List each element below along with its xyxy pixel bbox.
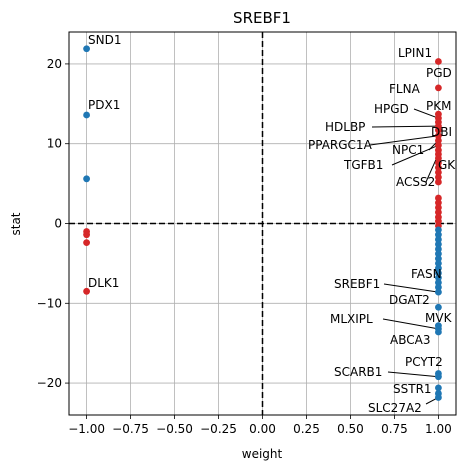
leader-line [413,108,439,119]
chart-title: SREBF1 [233,9,291,27]
point-label: DBI [431,125,452,139]
data-point [435,259,442,267]
data-points [83,45,442,401]
y-axis-label: stat [9,212,23,235]
leader-line [391,144,439,166]
data-point [435,199,442,207]
point-label: PCYT2 [405,355,443,369]
data-point [83,175,90,183]
data-point [83,239,90,247]
leader-line [371,125,439,128]
x-tick-label: −0.50 [156,422,193,436]
data-point [435,236,442,243]
data-point [435,328,442,336]
point-label: PGD [426,66,452,80]
point-label: FASN [411,267,442,281]
x-tick-label: −0.75 [112,422,149,436]
data-point [435,178,442,186]
data-point [435,283,442,291]
y-tick-label: 0 [54,217,62,231]
point-label: MLXIPL [330,312,373,326]
data-point [435,240,442,248]
point-label: ABCA3 [390,333,430,347]
point-label: SREBF1 [334,277,380,291]
x-tick-label: 0.75 [381,422,408,436]
data-point [435,141,442,149]
x-tick-label: 0.50 [337,422,364,436]
data-point [435,137,442,144]
data-point [435,226,442,234]
y-tick-label: 20 [47,57,62,71]
data-point [435,159,442,167]
data-point [435,373,442,381]
data-point [83,231,90,239]
data-point [83,287,90,295]
point-label: LPIN1 [398,46,432,60]
data-point [435,231,442,239]
x-tick-label: −1.00 [68,422,105,436]
data-point [435,204,442,211]
point-label: DGAT2 [389,293,430,307]
y-tick-label: −10 [37,296,62,310]
point-label: TGFB1 [343,158,383,172]
data-point [435,164,442,172]
data-point [435,245,442,253]
data-point [83,45,90,53]
x-axis-ticks: −1.00 −0.75 −0.50 −0.25 0.00 0.25 0.50 0.75 1.00 [68,415,452,436]
x-tick-label: −0.25 [200,422,237,436]
point-label: SCARB1 [334,365,382,379]
data-point [435,154,442,162]
leader-line [383,283,439,293]
data-point [435,264,442,272]
data-point [435,269,442,277]
x-tick-label: 0.25 [293,422,320,436]
point-label: FLNA [389,82,421,96]
x-axis-label: weight [242,447,283,461]
data-point [435,274,442,282]
point-label: NPC1 [392,143,424,157]
point-labels: SND1 PDX1 DLK1 LPIN1 PGD FLNA HPGD PKM HDLBP DBI P… [88,33,456,415]
y-tick-label: 10 [47,137,62,151]
leader-line [387,371,439,378]
data-point [435,58,442,65]
y-tick-label: −20 [37,376,62,390]
data-point [83,111,90,119]
data-point [435,126,442,134]
data-point [435,250,442,258]
data-point [435,84,442,92]
data-point [435,194,442,202]
data-point [435,208,442,216]
point-label: ACSS2 [396,175,435,189]
point-label: SLC27A2 [368,401,422,415]
y-axis-ticks: −20 −10 0 10 20 [37,57,69,390]
point-label: PKM [426,99,451,113]
data-point [435,169,442,176]
point-label: PPARGC1A [308,138,373,152]
leader-line [382,318,439,330]
data-point [435,288,442,296]
point-label: MVK [425,311,453,325]
point-label: SND1 [88,33,121,47]
data-point [435,303,442,311]
reference-lines [69,32,456,415]
point-label: HDLBP [325,120,365,134]
x-tick-label: 1.00 [425,422,452,436]
data-point [435,132,442,140]
leader-line [369,135,439,146]
data-point [435,394,442,401]
data-point [435,384,442,392]
point-label: SSTR1 [393,382,432,396]
x-tick-label: 0.00 [249,422,276,436]
data-point [435,255,442,263]
data-point [435,279,442,286]
point-label: GK [438,158,456,172]
data-point [435,217,442,225]
point-label: PDX1 [88,98,120,112]
data-point [435,173,442,181]
point-label: HPGD [374,102,409,116]
point-label: DLK1 [88,276,119,290]
